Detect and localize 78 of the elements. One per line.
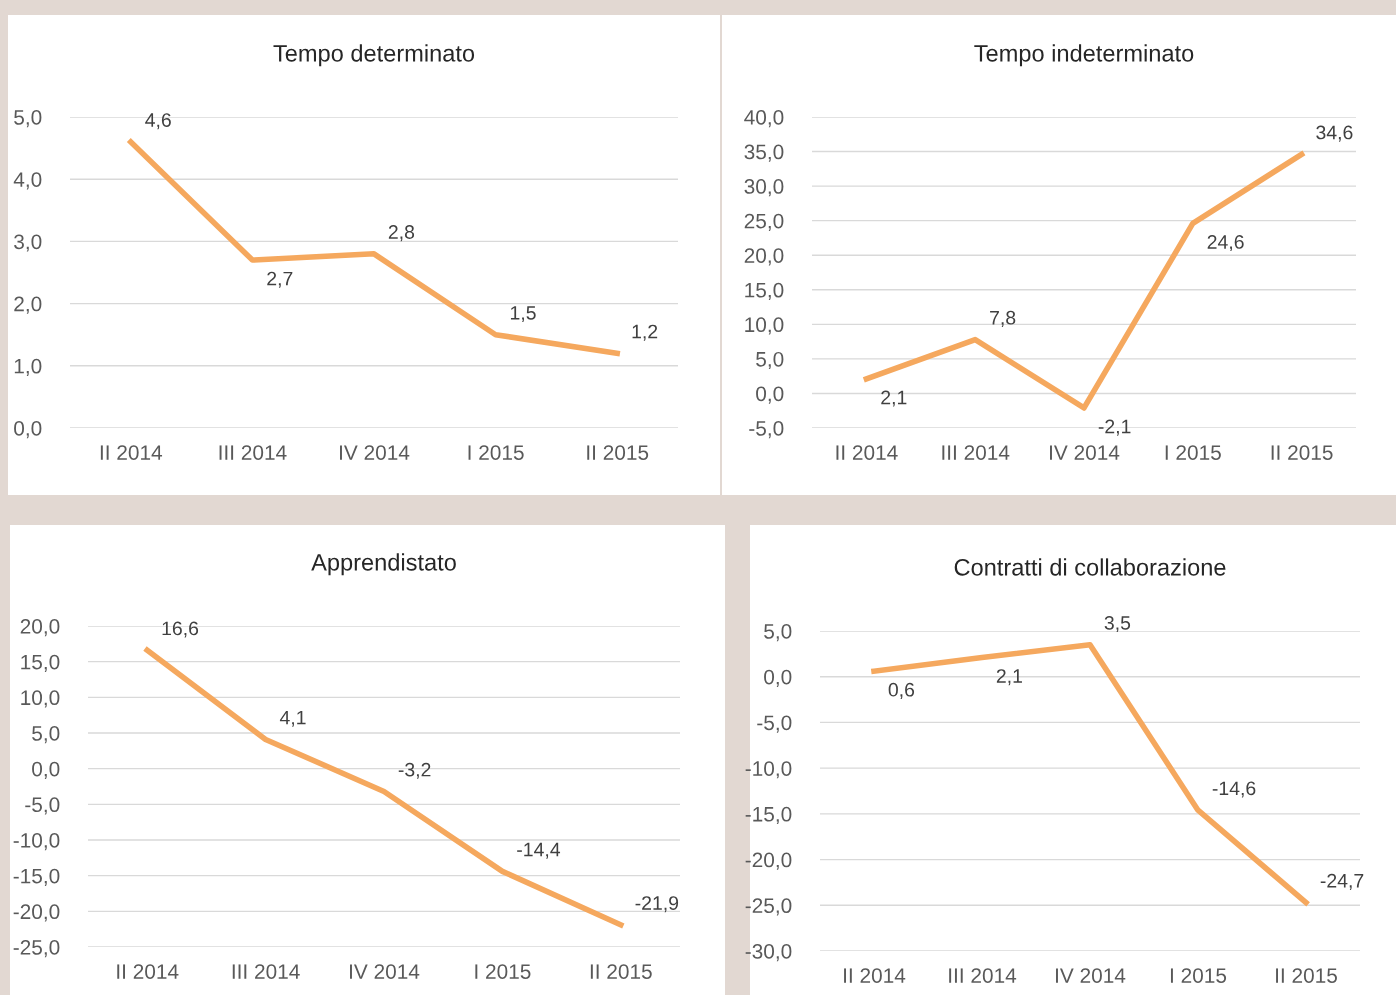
y-tick-label: 0,0 <box>764 669 792 687</box>
x-tick-label: II 2015 <box>1271 445 1333 460</box>
text: 1,5 <box>510 306 536 323</box>
y-tick-label: 5,0 <box>32 726 60 744</box>
y-tick-label: 25,0 <box>744 213 784 231</box>
x-tick-label: III 2014 <box>949 968 1017 983</box>
text: 2,1 <box>996 669 1022 686</box>
y-tick-label: 0,0 <box>14 421 42 439</box>
x-tick-label: III 2014 <box>942 445 1010 460</box>
text: -21,9 <box>635 896 679 913</box>
y-tick-label: -30,0 <box>745 944 792 962</box>
y-tick-label: -25,0 <box>13 940 60 958</box>
x-tick-label: II 2015 <box>1276 968 1337 983</box>
y-tick-label: 40,0 <box>744 110 784 128</box>
y-tick-label: -20,0 <box>13 904 60 922</box>
y-tick-label: -20,0 <box>745 852 792 870</box>
chart-title: Tempo indeterminato <box>974 44 1194 67</box>
text: 4,1 <box>279 710 306 727</box>
x-tick-label: IV 2014 <box>1050 445 1120 460</box>
y-tick-label: 1,0 <box>14 358 42 377</box>
chart-title: Tempo determinato <box>273 44 475 67</box>
y-tick-label: -5,0 <box>749 421 784 439</box>
text: 2,8 <box>388 225 415 242</box>
y-tick-label: 20,0 <box>20 619 60 637</box>
text: 24,6 <box>1207 235 1244 252</box>
x-tick-label: II 2014 <box>117 964 179 979</box>
chart-title: Contratti di collaborazione <box>954 558 1226 576</box>
text: 2,7 <box>267 271 293 288</box>
y-tick-label: -10,0 <box>13 833 60 851</box>
x-tick-label: II 2014 <box>100 445 163 460</box>
y-tick-label: 20,0 <box>744 248 784 266</box>
y-tick-label: -25,0 <box>745 898 792 916</box>
y-tick-label: 15,0 <box>745 282 784 300</box>
x-tick-label: I 2015 <box>1165 445 1221 460</box>
y-tick-label: 0,0 <box>32 761 60 779</box>
x-tick-label: I 2015 <box>475 964 531 979</box>
x-tick-label: IV 2014 <box>340 445 410 460</box>
text: 34,6 <box>1316 125 1353 142</box>
text: 4,6 <box>145 113 171 130</box>
text: 7,8 <box>990 310 1016 327</box>
x-tick-label: III 2014 <box>232 964 300 979</box>
y-tick-label: 2,0 <box>14 296 42 314</box>
text: 0,6 <box>888 682 915 699</box>
y-tick-label: 3,0 <box>14 234 42 252</box>
x-tick-label: II 2014 <box>844 968 906 983</box>
text: -14,6 <box>1212 781 1256 798</box>
y-tick-label: 5,0 <box>756 351 784 370</box>
y-tick-label: 10,0 <box>745 317 784 335</box>
y-tick-label: 5,0 <box>14 110 42 128</box>
text: 3,5 <box>1104 615 1131 633</box>
x-tick-label: II 2015 <box>587 445 649 460</box>
x-tick-label: IV 2014 <box>1056 968 1126 983</box>
x-tick-label: IV 2014 <box>350 964 420 979</box>
y-tick-label: 4,0 <box>13 172 42 190</box>
y-tick-label: 10,0 <box>21 690 60 708</box>
text: 2,1 <box>881 390 907 407</box>
y-tick-label: 15,0 <box>21 654 60 672</box>
y-tick-label: -15,0 <box>745 806 792 825</box>
x-tick-label: I 2015 <box>1170 968 1227 983</box>
y-tick-label: 35,0 <box>744 144 784 162</box>
text: 16,6 <box>162 621 199 638</box>
text: 1,2 <box>632 324 658 341</box>
y-tick-label: 5,0 <box>764 624 792 642</box>
y-tick-label: -5,0 <box>757 715 792 733</box>
text: -14,4 <box>517 842 561 859</box>
text: -3,2 <box>398 762 431 779</box>
y-tick-label: 0,0 <box>756 386 784 404</box>
x-tick-label: I 2015 <box>468 445 524 460</box>
y-tick-label: -15,0 <box>13 868 60 886</box>
y-tick-label: -10,0 <box>745 761 792 779</box>
text: -2,1 <box>1098 419 1131 436</box>
text: -24,7 <box>1320 873 1364 890</box>
x-tick-label: II 2014 <box>836 445 898 460</box>
y-tick-label: -5,0 <box>25 797 60 815</box>
x-tick-label: II 2015 <box>590 964 652 979</box>
x-tick-label: III 2014 <box>219 445 287 460</box>
chart-title: Apprendistato <box>311 553 456 576</box>
y-tick-label: 30,0 <box>744 179 784 197</box>
